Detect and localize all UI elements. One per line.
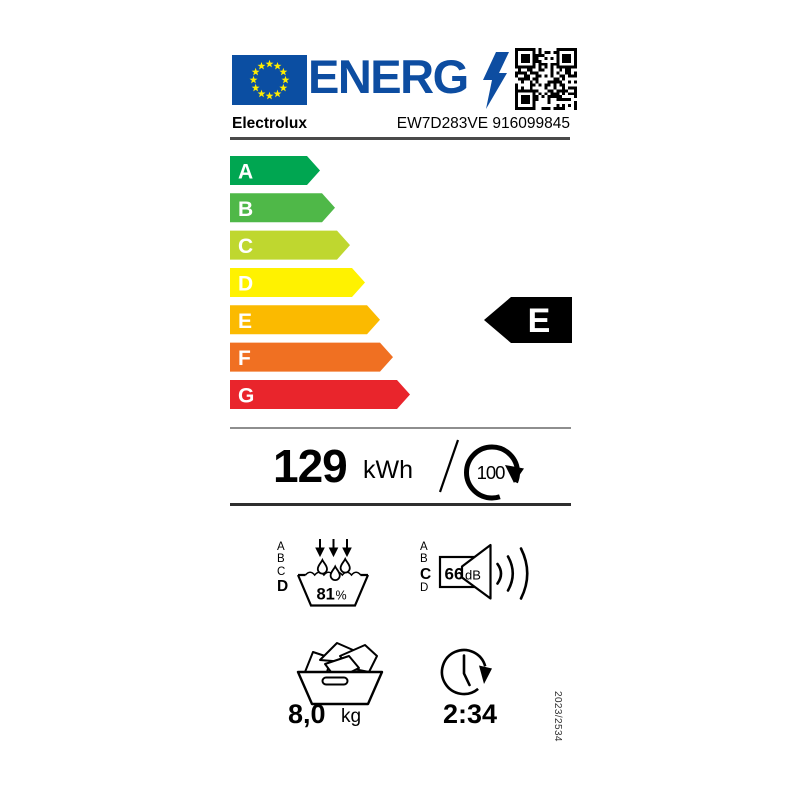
noise-class-c-active: C [420, 565, 432, 583]
moisture-value: 81 [317, 586, 335, 604]
energy-consumption-unit: kWh [363, 456, 413, 484]
noise-class-a: A [420, 541, 428, 553]
eu-flag-icon [232, 55, 307, 105]
scale-arrow-e: E [230, 305, 380, 335]
supplier-name: Electrolux [232, 115, 307, 132]
energy-logo: ENERG [308, 50, 469, 103]
header-divider [230, 137, 570, 140]
noise-value: 66 [445, 565, 464, 584]
per-cycles-icon: 100 [464, 444, 524, 501]
capacity-value: 8,0 [288, 699, 326, 729]
moisture-unit: % [336, 589, 347, 603]
svg-text:C: C [238, 235, 253, 258]
svg-text:F: F [238, 347, 251, 370]
scale-arrow-a: A [230, 156, 320, 185]
sound-waves-icon [496, 547, 529, 600]
clock-hands [462, 654, 471, 687]
noise-class-d: D [420, 581, 429, 594]
lightning-bolt-icon [483, 52, 509, 109]
basket-handle [321, 676, 349, 686]
water-drops-icon [316, 556, 351, 581]
svg-text:D: D [238, 273, 253, 296]
noise-class-b: B [420, 553, 428, 566]
clock-arrowhead [479, 665, 492, 684]
model-number: EW7D283VE 916099845 [396, 115, 570, 132]
capacity-unit: kg [341, 706, 362, 727]
energy-consumption-value: 129 [273, 440, 348, 492]
duration-value: 2:34 [443, 699, 498, 729]
svg-text:A: A [238, 161, 253, 184]
laundry-pile [304, 642, 378, 673]
spin-class-b: B [277, 553, 285, 566]
svg-text:G: G [238, 385, 254, 408]
scale-arrow-d: D [230, 268, 365, 297]
rating-arrow: E [484, 297, 572, 343]
noise-class-scale: A B C D [420, 541, 432, 595]
slash-divider-icon [438, 439, 460, 493]
scale-divider [230, 427, 571, 429]
lightning-bolt-shape [483, 52, 509, 109]
svg-text:B: B [238, 198, 253, 221]
speaker-horn [460, 543, 492, 600]
spin-class-a: A [277, 541, 285, 553]
cycles-count: 100 [477, 462, 506, 483]
spin-class-d-active: D [277, 578, 289, 596]
cycle-duration-clock-icon [440, 648, 492, 696]
spin-drying-icon: 81 % [296, 539, 370, 607]
scale-arrow-c: C [230, 230, 350, 260]
scale-arrow-f: F [230, 342, 393, 372]
scale-arrow-g: G [230, 380, 410, 409]
regulation-number: 2023/2534 [552, 691, 563, 742]
svg-text:E: E [238, 310, 252, 333]
cycle-arrowhead [505, 465, 524, 483]
rating-grade: E [528, 302, 551, 340]
spin-class-scale: A B C D [277, 541, 289, 596]
noise-unit: dB [465, 568, 481, 583]
laundry-basket-icon [296, 642, 384, 706]
qr-code-icon [515, 48, 577, 110]
spin-class-c: C [277, 565, 286, 578]
efficiency-scale: A B C D E F G [230, 156, 410, 409]
energy-divider [230, 503, 571, 506]
noise-level-icon: 66 dB [438, 543, 529, 600]
scale-arrow-b: B [230, 193, 335, 223]
